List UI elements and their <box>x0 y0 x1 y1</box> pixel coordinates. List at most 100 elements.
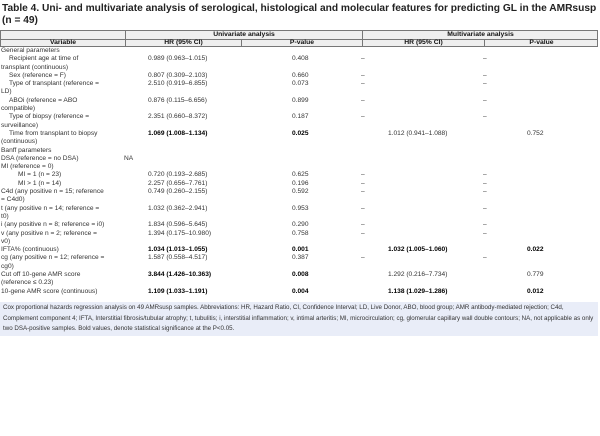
multivariate-p-value: – <box>483 171 487 179</box>
table-row: DSA (reference = no DSA) NA <box>0 155 598 163</box>
multivariate-p-value: – <box>483 71 487 79</box>
table-row: ABOi (reference = ABO compatible) 0.876 (0… <box>0 97 598 114</box>
variable-label: t0) <box>1 212 9 220</box>
table-row: IFTA% (continuous) 1.034 (1.013–1.055) 0.0… <box>0 246 598 254</box>
variable-label: Time from transplant to biopsy <box>9 129 98 137</box>
univariate-p-value: 0.408 <box>292 55 309 63</box>
univariate-hr: 2.257 (0.656–7.761) <box>148 179 208 187</box>
na-value: NA <box>124 154 134 162</box>
multivariate-p-value: – <box>483 80 487 88</box>
table-row: C4d (any positive n = 15; reference = C4d… <box>0 188 598 205</box>
multivariate-p-value: – <box>483 204 487 212</box>
variable-label: t (any positive n = 14; reference = <box>1 204 100 212</box>
variable-label: Cut off 10-gene AMR score <box>1 271 81 279</box>
univariate-p-value: 0.290 <box>292 221 309 229</box>
table-title: Table 4. Uni- and multivariate analysis … <box>2 3 597 26</box>
table-row: Cut off 10-gene AMR score (reference ≤ 0.… <box>0 271 598 288</box>
header-multi-p-value: P-value <box>484 39 598 47</box>
univariate-hr: 0.749 (0.260–2.155) <box>148 188 208 196</box>
table-row: Recipient age at time of transplant (cont… <box>0 55 598 72</box>
multivariate-hr: 1.012 (0.941–1.088) <box>388 129 448 137</box>
table-row: 10-gene AMR score (continuous) 1.109 (1.0… <box>0 288 598 296</box>
variable-label: i (any positive n = 8; reference = i0) <box>1 221 105 229</box>
table-row: General parameters <box>0 47 598 55</box>
table-row: MI (reference = 0) <box>0 163 598 171</box>
univariate-p-value: 0.625 <box>292 171 309 179</box>
table-header: Univariate analysis Multivariate analysi… <box>0 30 598 47</box>
table-row: Sex (reference = F) 0.807 (0.309–2.103) 0.… <box>0 72 598 80</box>
variable-label: surveillance) <box>1 121 39 129</box>
table-body: General parameters Recipient age at time … <box>0 47 598 296</box>
multivariate-p-value: – <box>483 254 487 262</box>
table-row: Type of transplant (reference = LD) 2.510 … <box>0 80 598 97</box>
variable-label: (continuous) <box>1 138 38 146</box>
multivariate-hr: 1.292 (0.216–7.734) <box>388 271 448 279</box>
univariate-hr: 0.720 (0.193–2.685) <box>148 171 208 179</box>
multivariate-p-value: – <box>483 113 487 121</box>
variable-label: cg0) <box>1 262 14 270</box>
multivariate-hr: 1.138 (1.029–1.286) <box>388 287 448 295</box>
multivariate-hr: – <box>361 254 365 262</box>
multivariate-p-value: 0.022 <box>527 246 544 254</box>
variable-label: Type of transplant (reference = <box>9 80 99 88</box>
header-multivariate: Multivariate analysis <box>362 31 598 39</box>
univariate-hr: 2.351 (0.660–8.372) <box>148 113 208 121</box>
variable-label: transplant (continuous) <box>1 63 69 71</box>
univariate-p-value: 0.758 <box>292 229 309 237</box>
variable-label: MI (reference = 0) <box>1 163 54 171</box>
multivariate-hr: – <box>361 113 365 121</box>
univariate-hr: 0.807 (0.309–2.103) <box>148 71 208 79</box>
variable-label: MI > 1 (n = 14) <box>18 179 62 187</box>
univariate-hr: 1.034 (1.013–1.055) <box>148 246 208 254</box>
variable-label: General parameters <box>1 47 60 54</box>
univariate-hr: 0.989 (0.963–1.015) <box>148 55 208 63</box>
multivariate-hr: – <box>361 96 365 104</box>
univariate-p-value: 0.660 <box>292 71 309 79</box>
table-row: i (any positive n = 8; reference = i0) 1.… <box>0 221 598 229</box>
table-row: Type of biopsy (reference = surveillance)… <box>0 113 598 130</box>
univariate-hr: 1.834 (0.596–5.645) <box>148 221 208 229</box>
multivariate-hr: – <box>361 80 365 88</box>
header-univariate: Univariate analysis <box>125 31 362 39</box>
multivariate-p-value: – <box>483 188 487 196</box>
header-variable: Variable <box>49 39 77 46</box>
table-row: Banff parameters <box>0 147 598 155</box>
multivariate-p-value: – <box>483 55 487 63</box>
multivariate-hr: – <box>361 188 365 196</box>
variable-label: LD) <box>1 88 12 96</box>
multivariate-p-value: 0.012 <box>527 287 544 295</box>
variable-label: IFTA% (continuous) <box>1 246 59 254</box>
variable-label: Banff parameters <box>1 146 52 154</box>
univariate-hr: 1.069 (1.008–1.134) <box>148 129 208 137</box>
header-hr: HR (95% CI) <box>125 39 241 47</box>
table-row: cg (any positive n = 12; reference = cg0)… <box>0 254 598 271</box>
variable-label: (reference ≤ 0.23) <box>1 279 54 287</box>
header-divider <box>1 39 597 40</box>
header-multi-hr: HR (95% CI) <box>362 39 484 47</box>
univariate-hr: 2.510 (0.919–6.855) <box>148 80 208 88</box>
univariate-p-value: 0.001 <box>292 246 309 254</box>
multivariate-p-value: – <box>483 221 487 229</box>
univariate-p-value: 0.387 <box>292 254 309 262</box>
multivariate-hr: – <box>361 55 365 63</box>
multivariate-p-value: – <box>483 179 487 187</box>
table-row: v (any positive n = 2; reference = v0) 1.3… <box>0 230 598 247</box>
table-row: MI > 1 (n = 14) 2.257 (0.656–7.761) 0.196 –… <box>0 180 598 188</box>
multivariate-p-value: 0.752 <box>527 129 544 137</box>
multivariate-hr: – <box>361 204 365 212</box>
table-footnote: Cox proportional hazards regression anal… <box>0 302 598 336</box>
multivariate-hr: 1.032 (1.005–1.060) <box>388 246 448 254</box>
univariate-hr: 1.109 (1.033–1.191) <box>148 287 208 295</box>
header-p-value: P-value <box>241 39 362 47</box>
multivariate-hr: – <box>361 229 365 237</box>
variable-label: cg (any positive n = 12; reference = <box>1 254 105 262</box>
univariate-hr: 1.587 (0.558–4.517) <box>148 254 208 262</box>
univariate-hr: 1.032 (0.362–2.941) <box>148 204 208 212</box>
variable-label: v0) <box>1 237 11 245</box>
multivariate-p-value: – <box>483 96 487 104</box>
univariate-p-value: 0.899 <box>292 96 309 104</box>
variable-label: Type of biopsy (reference = <box>9 113 90 121</box>
univariate-hr: 1.394 (0.175–10.980) <box>148 229 212 237</box>
variable-label: 10-gene AMR score (continuous) <box>1 287 98 295</box>
variable-label: v (any positive n = 2; reference = <box>1 229 98 237</box>
